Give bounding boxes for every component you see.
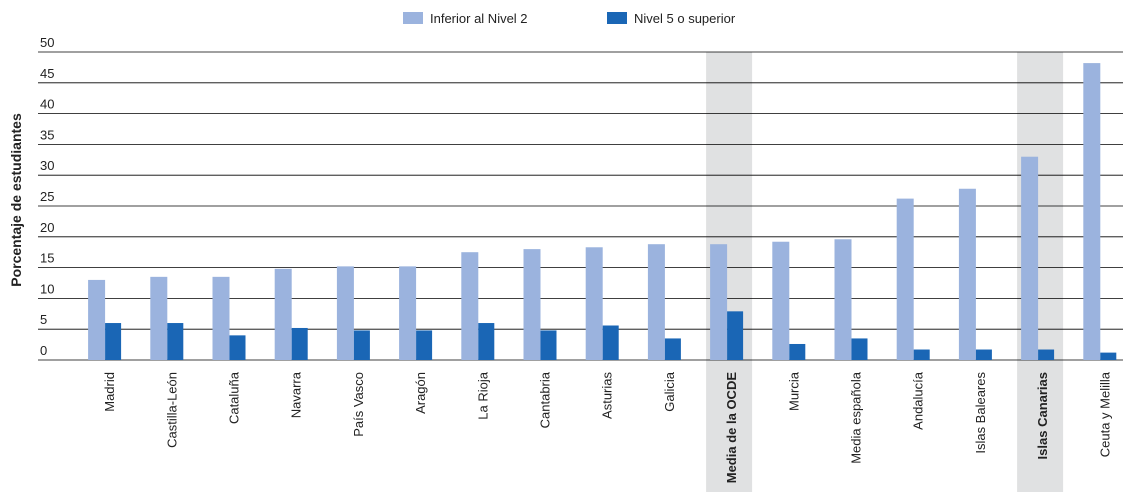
x-tick-label: La Rioja (475, 371, 490, 419)
x-tick-label: Cataluña (227, 371, 242, 424)
bar (229, 335, 246, 360)
bar (416, 330, 433, 360)
x-tick-label: Murcia (786, 371, 801, 411)
y-tick-label: 20 (40, 220, 54, 235)
legend-label: Nivel 5 o superior (634, 11, 736, 26)
y-tick-label: 0 (40, 343, 47, 358)
bar (710, 244, 728, 360)
x-tick-label: Cantabria (538, 371, 553, 428)
x-tick-label: Asturias (600, 372, 615, 419)
x-tick-label: Aragón (413, 372, 428, 414)
bar (896, 198, 914, 360)
x-tick-label: Islas Canarias (1035, 372, 1050, 459)
x-tick-label: Galicia (662, 371, 677, 412)
bar (523, 249, 541, 360)
bar (353, 330, 370, 360)
y-tick-label: 15 (40, 251, 54, 266)
bar (789, 343, 806, 360)
bar (540, 330, 557, 360)
bar (212, 276, 230, 360)
legend-swatch (403, 12, 423, 24)
y-axis-label: Porcentaje de estudiantes (8, 113, 24, 287)
bar (478, 323, 495, 360)
x-tick-label: Castilla-León (164, 372, 179, 448)
y-tick-label: 30 (40, 158, 54, 173)
y-tick-label: 25 (40, 189, 54, 204)
y-tick-label: 45 (40, 66, 54, 81)
bar (727, 311, 744, 360)
bar (399, 266, 417, 360)
x-tick-label: Madrid (102, 372, 117, 412)
bar (1100, 352, 1117, 360)
bar (150, 276, 168, 360)
bar (772, 241, 790, 360)
bar (274, 268, 292, 360)
bar (834, 239, 852, 360)
x-tick-label: Andalucía (911, 371, 926, 430)
x-tick-label: Media española (849, 371, 864, 464)
bar (291, 327, 308, 360)
y-tick-label: 35 (40, 127, 54, 142)
bar (88, 279, 106, 360)
bar (1083, 63, 1101, 360)
bar (975, 349, 992, 360)
y-tick-label: 40 (40, 97, 54, 112)
bar (167, 323, 184, 360)
bar (913, 349, 930, 360)
y-tick-label: 10 (40, 281, 54, 296)
x-tick-label: Media de la OCDE (724, 372, 739, 484)
legend-swatch (607, 12, 627, 24)
y-tick-label: 50 (40, 35, 54, 50)
x-tick-label: Ceuta y Melilla (1097, 371, 1112, 457)
x-tick-label: Islas Baleares (973, 372, 988, 454)
legend-label: Inferior al Nivel 2 (430, 11, 528, 26)
bar (585, 247, 603, 360)
bar (336, 266, 354, 360)
bar (105, 323, 122, 360)
bar (602, 325, 619, 360)
y-tick-label: 5 (40, 312, 47, 327)
bar (664, 338, 681, 360)
bar (851, 338, 868, 360)
bar (461, 252, 479, 360)
x-tick-label: Navarra (289, 371, 304, 418)
x-tick-label: País Vasco (351, 372, 366, 437)
bar (958, 188, 976, 360)
bar (1021, 156, 1039, 360)
bar (1038, 349, 1055, 360)
bar (647, 244, 665, 360)
